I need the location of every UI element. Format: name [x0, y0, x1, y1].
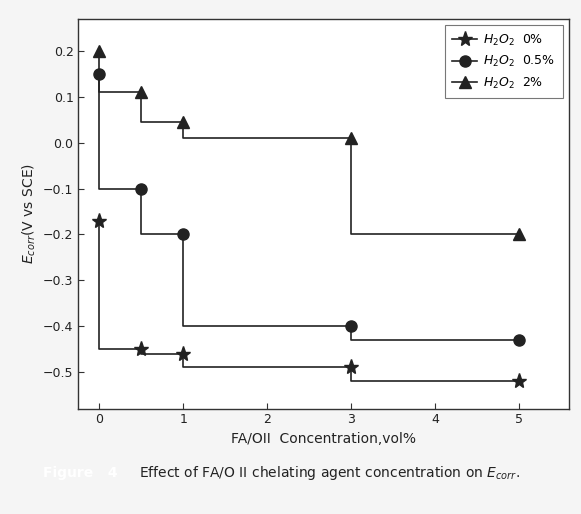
- Text: Effect of FA/O II chelating agent concentration on $E_{corr}$.: Effect of FA/O II chelating agent concen…: [139, 464, 521, 482]
- X-axis label: FA/OII  Concentration,vol%: FA/OII Concentration,vol%: [231, 432, 417, 446]
- Legend: $H_2O_2$  0%, $H_2O_2$  0.5%, $H_2O_2$  2%: $H_2O_2$ 0%, $H_2O_2$ 0.5%, $H_2O_2$ 2%: [444, 25, 563, 98]
- Text: Figure   4: Figure 4: [42, 466, 117, 480]
- Y-axis label: $E_{corr}$(V vs SCE): $E_{corr}$(V vs SCE): [20, 163, 38, 264]
